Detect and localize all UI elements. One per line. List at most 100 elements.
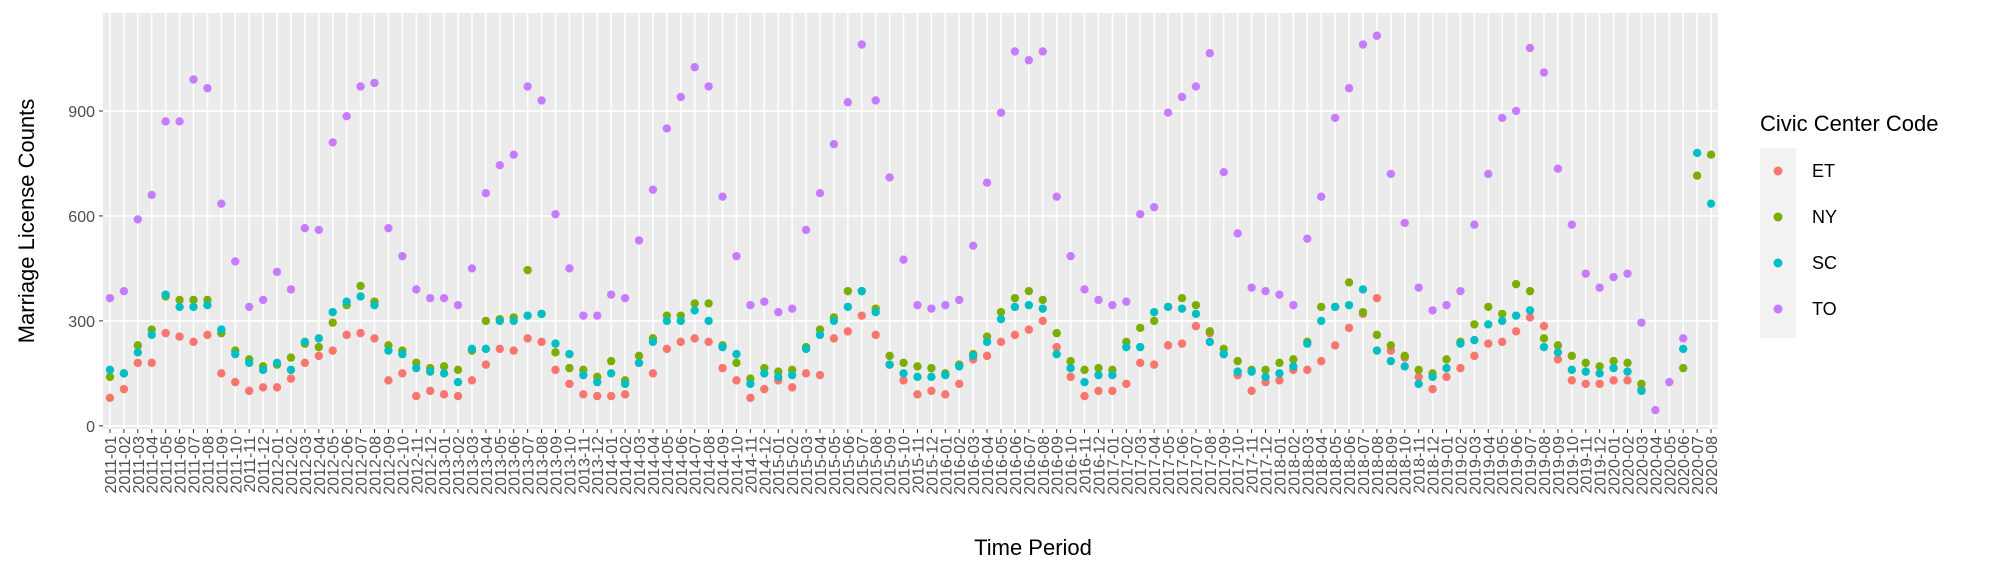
x-tick-label: 2019-08 [1537, 436, 1554, 495]
point [1330, 113, 1340, 123]
point [774, 372, 783, 382]
point [1539, 321, 1549, 331]
point [1581, 367, 1590, 376]
point [843, 286, 853, 296]
x-tick-label: 2011-05 [159, 436, 176, 494]
point [1094, 370, 1103, 380]
point [244, 386, 254, 396]
point [481, 188, 491, 198]
x-tick-label: 2013-12 [590, 436, 607, 495]
x-tick-label: 2014-11 [743, 436, 760, 494]
point [244, 358, 254, 368]
point [1553, 355, 1563, 364]
point [760, 369, 769, 378]
point [356, 82, 365, 91]
legend-key [1773, 304, 1783, 314]
point [1372, 346, 1382, 355]
point [1038, 47, 1047, 56]
point [955, 362, 964, 371]
point [1066, 251, 1075, 261]
point [1094, 363, 1103, 373]
point [843, 98, 853, 107]
x-tick-label: 2017-05 [1161, 436, 1178, 495]
x-tick-label: 2016-03 [966, 436, 983, 495]
point [523, 334, 532, 343]
point [217, 199, 226, 208]
point [1149, 360, 1159, 369]
x-tick-label: 2013-04 [479, 436, 496, 495]
point [1498, 316, 1507, 326]
point [1010, 302, 1020, 312]
point [662, 344, 672, 354]
point [1525, 286, 1535, 296]
point [467, 344, 477, 354]
point [1609, 376, 1618, 385]
x-tick-label: 2014-09 [716, 436, 733, 495]
point [565, 363, 574, 373]
point [1191, 309, 1201, 319]
x-tick-label: 2011-08 [200, 436, 217, 494]
x-tick-label: 2017-02 [1119, 436, 1136, 495]
point [1484, 169, 1493, 179]
point [1484, 302, 1493, 312]
x-tick-label: 2011-01 [103, 436, 120, 494]
point [1289, 355, 1298, 364]
x-tick-label: 2015-09 [883, 436, 900, 495]
point [1066, 363, 1075, 373]
x-tick-label: 2018-09 [1384, 436, 1401, 495]
point [941, 390, 950, 399]
point [203, 84, 212, 93]
point [871, 307, 880, 317]
x-tick-label: 2016-02 [952, 436, 969, 495]
legend-label: ET [1812, 161, 1835, 181]
point [996, 108, 1006, 117]
point [175, 302, 184, 312]
point [105, 365, 115, 375]
point [453, 365, 463, 375]
point [1289, 362, 1298, 371]
point [175, 295, 184, 305]
point [1136, 358, 1145, 368]
point [579, 311, 588, 320]
x-tick-label: 2011-07 [186, 436, 203, 494]
x-tick-label: 2020-02 [1621, 436, 1638, 495]
point [398, 369, 407, 378]
x-tick-label: 2011-11 [242, 436, 259, 492]
point [1567, 220, 1577, 229]
x-tick-label: 2012-03 [298, 436, 315, 495]
point [189, 75, 198, 84]
x-tick-label: 2019-03 [1467, 436, 1484, 495]
point [760, 297, 769, 306]
point [1484, 339, 1493, 348]
point [161, 117, 170, 126]
x-axis-title: Time Period [974, 535, 1092, 560]
point [857, 311, 866, 320]
point [189, 337, 198, 347]
point [286, 285, 296, 294]
x-tick-label: 2014-01 [604, 436, 621, 495]
point [272, 267, 282, 277]
point [1511, 327, 1521, 336]
point [300, 358, 310, 368]
point [1706, 150, 1716, 159]
point [1651, 405, 1660, 415]
x-tick-label: 2015-10 [897, 436, 914, 495]
point [1358, 285, 1368, 294]
point [927, 363, 936, 373]
point [606, 391, 616, 401]
point [774, 307, 783, 317]
point [258, 365, 268, 375]
point [1344, 323, 1354, 333]
point [161, 328, 170, 338]
point [1442, 363, 1451, 373]
point [634, 358, 644, 368]
point [1609, 356, 1618, 366]
point [1094, 295, 1103, 305]
point [648, 369, 658, 378]
x-tick-label: 2011-10 [228, 436, 245, 494]
point [523, 311, 532, 320]
point [565, 264, 574, 273]
point [620, 293, 630, 303]
point [1414, 379, 1423, 389]
point [996, 314, 1006, 324]
